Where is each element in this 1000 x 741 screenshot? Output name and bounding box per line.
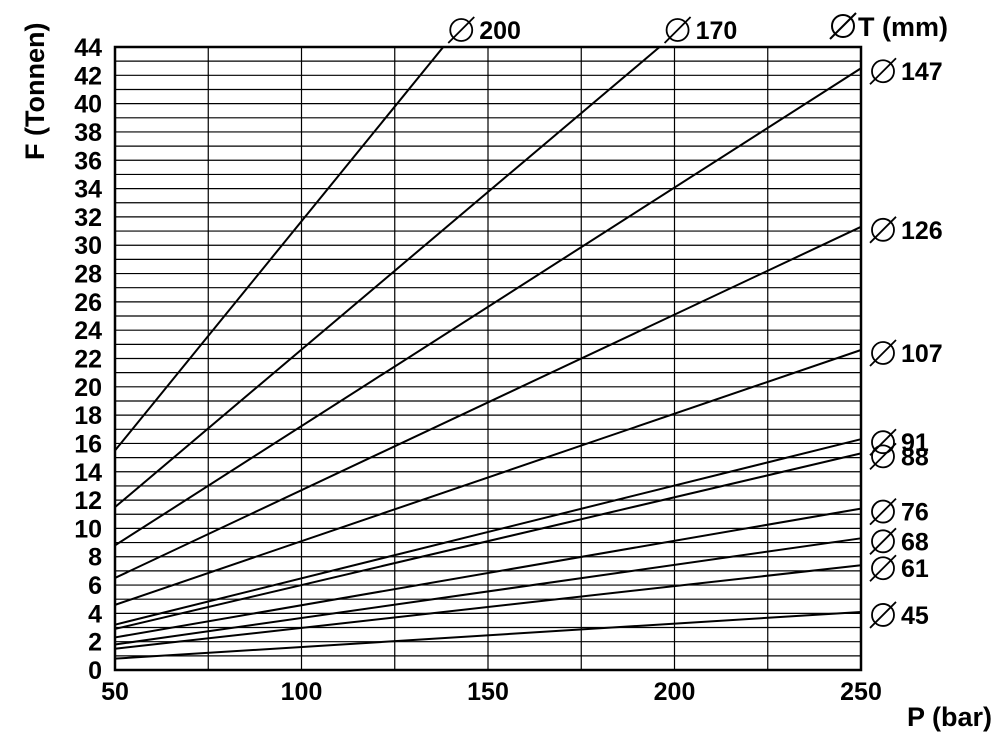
diameter-icon	[869, 527, 897, 555]
series-label-61: 61	[869, 554, 929, 583]
diameter-icon	[869, 339, 897, 367]
y-axis-label: F (Tonnen)	[20, 23, 50, 160]
x-tick-label: 150	[467, 678, 509, 706]
series-label-text: 88	[901, 443, 929, 471]
y-tick-label: 18	[74, 402, 102, 430]
y-tick-label: 22	[74, 346, 102, 374]
series-line-200	[114, 46, 445, 452]
x-tick-label: 250	[840, 678, 882, 706]
series-label-45: 45	[869, 601, 929, 630]
series-line-107	[114, 349, 862, 606]
y-tick-label: 38	[74, 119, 102, 147]
series-label-text: 61	[901, 555, 929, 583]
series-label-170: 170	[663, 16, 738, 45]
y-tick-label: 8	[88, 544, 102, 572]
y-tick-label: 0	[88, 657, 102, 685]
y-tick-label: 26	[74, 289, 102, 317]
series-label-76: 76	[869, 497, 929, 527]
y-tick-label: 2	[88, 629, 102, 657]
diameter-icon	[869, 497, 897, 526]
x-tick-label: 200	[654, 678, 696, 706]
series-line-170	[114, 46, 661, 508]
legend-title-text: T (mm)	[858, 12, 948, 42]
diameter-icon	[869, 216, 897, 244]
series-label-text: 45	[901, 602, 929, 630]
series-line-147	[114, 67, 862, 547]
y-tick-label: 44	[74, 34, 102, 62]
x-axis-label: P (bar)	[907, 702, 992, 732]
x-tick-label: 100	[281, 678, 323, 706]
series-label-text: 91	[901, 429, 929, 457]
legend-title: T (mm)	[829, 12, 948, 42]
diameter-icon	[829, 12, 857, 40]
plot-frame	[113, 45, 863, 672]
series-line-88	[114, 452, 862, 630]
series-line-61	[114, 564, 862, 650]
diameter-icon	[447, 16, 475, 44]
y-tick-label: 6	[88, 572, 102, 600]
y-tick-label: 40	[74, 91, 102, 119]
series-label-text: 107	[901, 340, 943, 368]
y-tick-label: 16	[74, 430, 102, 458]
diameter-icon	[869, 554, 897, 582]
y-tick-label: 36	[74, 147, 102, 175]
series-label-text: 170	[696, 17, 738, 45]
y-tick-label: 4	[88, 600, 102, 628]
y-tick-label: 12	[74, 487, 102, 515]
series-label-107: 107	[869, 339, 943, 368]
y-tick-label: 14	[74, 459, 102, 487]
y-tick-label: 42	[74, 62, 102, 90]
series-line-126	[114, 225, 862, 579]
y-tick-label: 34	[74, 176, 102, 204]
series-line-76	[114, 507, 862, 639]
diameter-icon	[663, 16, 692, 44]
y-tick-label: 30	[74, 232, 102, 260]
y-tick-label: 32	[74, 204, 102, 232]
series-line-45	[114, 610, 862, 660]
y-tick-label: 24	[74, 317, 102, 345]
diameter-icon	[869, 601, 897, 629]
series-line-68	[114, 537, 862, 646]
y-tick-label: 20	[74, 374, 102, 402]
x-tick-label: 50	[101, 678, 129, 706]
series-label-88: 88	[869, 442, 929, 471]
series-line-91	[114, 438, 862, 626]
series-label-200: 200	[447, 16, 521, 45]
series-label-147: 147	[869, 57, 943, 86]
series-label-text: 76	[901, 499, 929, 527]
diameter-icon	[869, 57, 897, 85]
series-label-91: 91	[869, 428, 929, 457]
diameter-icon	[869, 442, 897, 471]
series-lines	[114, 46, 862, 660]
y-tick-label: 28	[74, 261, 102, 289]
series-label-126: 126	[869, 216, 943, 245]
y-tick-label: 10	[74, 515, 102, 543]
tick-labels: 0246810121416182022242628303234363840424…	[74, 34, 882, 706]
series-label-text: 147	[901, 58, 943, 86]
series-label-text: 68	[901, 528, 929, 556]
series-label-text: 126	[901, 217, 943, 245]
series-label-text: 200	[479, 17, 521, 45]
series-label-68: 68	[869, 527, 929, 556]
